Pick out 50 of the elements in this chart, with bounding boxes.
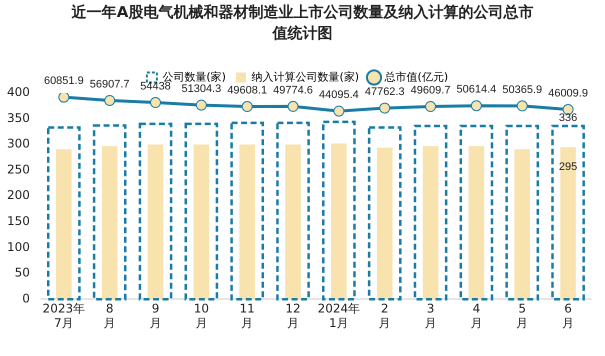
point bbox=[470, 100, 482, 112]
legend-label: 总市值(亿元) bbox=[384, 70, 448, 84]
point bbox=[196, 100, 207, 111]
x-tick-label: 3 月 bbox=[424, 302, 437, 330]
data-label: 60851.9 bbox=[44, 75, 84, 88]
x-tick-label: 6 月 bbox=[562, 302, 574, 330]
data-label: 44095.4 bbox=[318, 89, 359, 102]
data-label: 56907.7 bbox=[90, 78, 130, 90]
x-tick-label: 12 月 bbox=[285, 302, 301, 330]
data-label: 50614.4 bbox=[456, 84, 496, 96]
data-label: 49609.7 bbox=[410, 84, 450, 97]
y-tick-label: 300 bbox=[7, 136, 30, 151]
x-tick-label: 5 月 bbox=[516, 302, 528, 330]
data-label: 49774.6 bbox=[273, 84, 313, 96]
data-label: 46009.9 bbox=[548, 88, 588, 100]
data-label: 54438 bbox=[140, 80, 171, 93]
point bbox=[425, 101, 436, 112]
x-tick-label: 2024年 1月 bbox=[318, 302, 360, 330]
y-tick-label: 400 bbox=[7, 85, 30, 100]
x-tick-label: 9 月 bbox=[150, 302, 162, 330]
x-tick-label: 2023年 7月 bbox=[42, 302, 86, 330]
data-label: 50365.9 bbox=[502, 84, 542, 96]
point bbox=[333, 106, 344, 117]
y-tick-label: 200 bbox=[7, 188, 30, 202]
data-label: 47762.3 bbox=[364, 86, 405, 98]
y-tick-label: 0 bbox=[22, 291, 30, 306]
x-tick-label: 8 月 bbox=[104, 302, 116, 330]
data-label: 51304.3 bbox=[181, 83, 222, 96]
y-tick-label: 150 bbox=[7, 214, 30, 228]
point bbox=[379, 102, 390, 114]
legend-label: 公司数量(家) bbox=[162, 70, 226, 84]
x-tick-label: 2 月 bbox=[378, 302, 391, 330]
y-tick-label: 100 bbox=[7, 240, 30, 254]
point bbox=[58, 93, 70, 103]
legend-label: 纳入计算公司数量(家) bbox=[251, 70, 360, 84]
y-tick-label: 50 bbox=[14, 266, 30, 280]
point bbox=[104, 94, 116, 106]
y-tick-label: 350 bbox=[7, 110, 30, 125]
x-tick-label: 4 月 bbox=[470, 302, 482, 330]
point bbox=[516, 100, 528, 112]
data-label: 295 bbox=[558, 161, 578, 174]
data-label: 336 bbox=[558, 112, 578, 124]
point bbox=[150, 97, 162, 108]
point bbox=[242, 101, 253, 112]
chart-title: 近一年A股电气机械和器材制造业上市公司数量及纳入计算的公司总市值统计图 bbox=[70, 2, 534, 44]
x-tick-label: 11 月 bbox=[240, 302, 255, 330]
x-tick-label: 10 月 bbox=[194, 302, 209, 330]
data-label: 49608.1 bbox=[227, 84, 268, 97]
point bbox=[288, 100, 299, 112]
y-tick-label: 250 bbox=[7, 162, 30, 176]
